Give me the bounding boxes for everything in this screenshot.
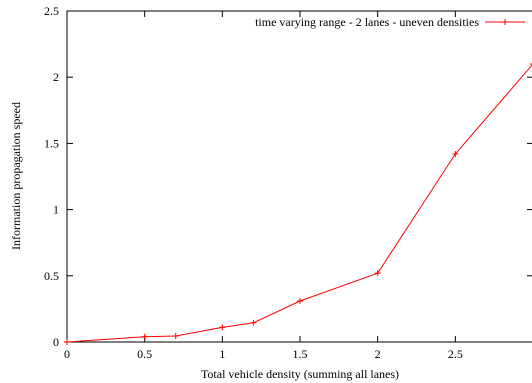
y-axis-ticks: 0 0.5 1 1.5 2 2.5 [44, 4, 532, 349]
data-point [374, 270, 381, 277]
y-tick-label: 0.5 [44, 269, 59, 283]
legend-marker-sample [502, 19, 508, 25]
x-tick-label: 0 [64, 347, 70, 361]
x-axis-ticks: 0 0.5 1 1.5 2 2.5 [64, 11, 463, 361]
y-tick-label: 2 [53, 70, 59, 84]
y-tick-label: 2.5 [44, 4, 59, 18]
legend: time varying range - 2 lanes - uneven de… [255, 15, 525, 29]
data-point [250, 319, 257, 326]
data-point [219, 324, 226, 331]
x-tick-label: 0.5 [137, 347, 152, 361]
data-point [297, 297, 303, 304]
series-layer [64, 63, 532, 345]
x-tick-label: 1.5 [293, 347, 308, 361]
y-tick-label: 0 [53, 335, 59, 349]
x-tick-label: 2 [375, 347, 381, 361]
y-tick-label: 1.5 [44, 136, 59, 150]
y-axis-title: Information propagation speed [9, 102, 23, 250]
data-point [452, 150, 459, 157]
x-tick-label: 2.5 [448, 347, 463, 361]
data-point [64, 339, 70, 345]
y-tick-label: 1 [53, 203, 59, 217]
x-tick-label: 1 [219, 347, 225, 361]
data-point [530, 63, 532, 65]
legend-label: time varying range - 2 lanes - uneven de… [255, 15, 479, 29]
data-point [172, 333, 179, 340]
x-axis-title: Total vehicle density (summing all lanes… [201, 367, 399, 381]
plot-frame [66, 10, 532, 343]
data-point [141, 333, 148, 340]
